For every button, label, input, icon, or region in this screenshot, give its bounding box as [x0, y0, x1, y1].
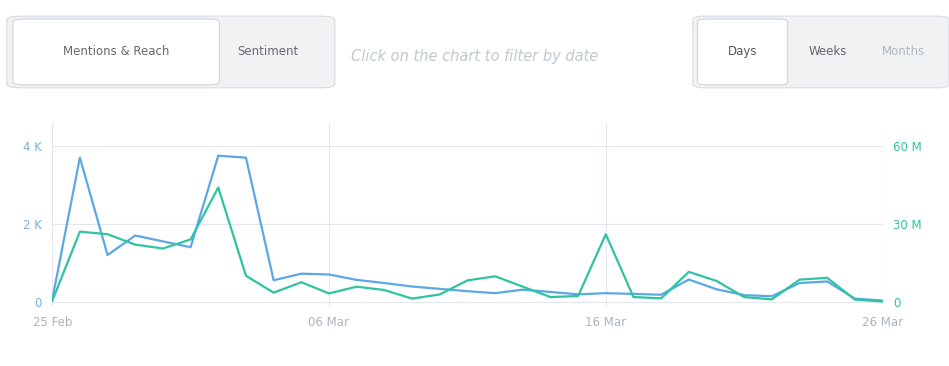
Text: Mentions & Reach: Mentions & Reach	[63, 45, 169, 58]
Text: Days: Days	[728, 45, 757, 58]
FancyBboxPatch shape	[693, 16, 949, 88]
FancyBboxPatch shape	[698, 19, 788, 85]
FancyBboxPatch shape	[7, 16, 335, 88]
Text: Sentiment: Sentiment	[237, 45, 299, 58]
Text: Click on the chart to filter by date: Click on the chart to filter by date	[351, 49, 598, 64]
Text: Weeks: Weeks	[809, 45, 847, 58]
Text: Months: Months	[883, 45, 925, 58]
FancyBboxPatch shape	[13, 19, 219, 85]
